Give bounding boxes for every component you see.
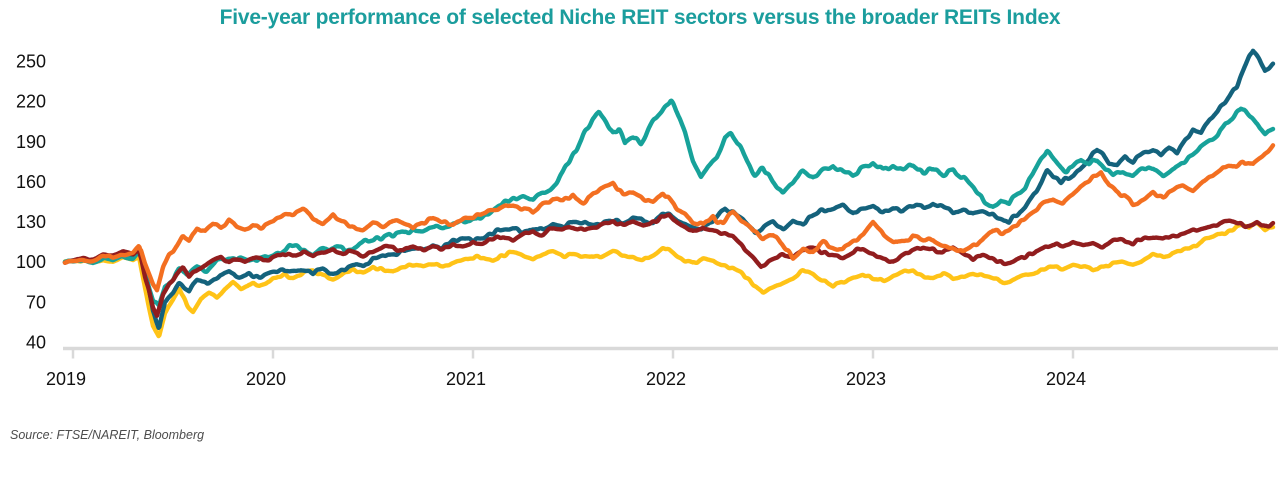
y-axis-tick-label: 40 [26,333,46,353]
y-axis-tick-label: 220 [16,92,46,112]
x-axis-tick-label: 2020 [246,369,286,389]
page-title: Five-year performance of selected Niche … [219,6,1061,29]
y-axis-tick-label: 250 [16,52,46,72]
series-line-orange [62,143,1276,293]
y-axis-tick-label: 190 [16,132,46,152]
source-note: Source: FTSE/NAREIT, Bloomberg [10,428,205,442]
y-axis-tick-label: 70 [26,292,46,312]
x-axis-tick-label: 2019 [46,369,86,389]
series-line-yellow [62,220,1276,339]
x-axis-tick-label: 2022 [646,369,686,389]
x-axis-tick-label: 2021 [446,369,486,389]
series-line-dark-red [62,212,1276,318]
x-axis-tick-label: 2024 [1046,369,1086,389]
series-line-teal [62,98,1276,308]
x-axis-tick-label: 2023 [846,369,886,389]
y-axis-tick-label: 130 [16,212,46,232]
y-axis-tick-label: 100 [16,252,46,272]
y-axis-tick-label: 160 [16,172,46,192]
